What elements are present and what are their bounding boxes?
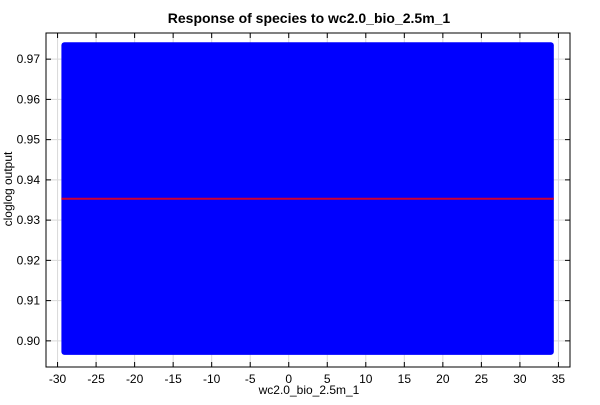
x-axis-label: wc2.0_bio_2.5m_1 xyxy=(258,383,360,397)
x-tick-label: -20 xyxy=(126,372,144,386)
chart-title: Response of species to wc2.0_bio_2.5m_1 xyxy=(168,10,451,26)
y-tick-label: 0.90 xyxy=(17,334,41,348)
y-axis-label: cloglog output xyxy=(1,151,15,226)
y-tick-label: 0.95 xyxy=(17,133,41,147)
y-tick-label: 0.94 xyxy=(17,173,41,187)
x-tick-label: -25 xyxy=(87,372,105,386)
y-tick-label: 0.97 xyxy=(17,52,41,66)
y-tick-label: 0.92 xyxy=(17,253,41,267)
x-tick-label: 20 xyxy=(436,372,450,386)
x-tick-label: -10 xyxy=(203,372,221,386)
ticks: -30 -25 -20 -15 -10 -5 0 5 10 15 20 25 30 35 0.90 0.91 0… xyxy=(17,33,570,386)
x-tick-label: -15 xyxy=(164,372,182,386)
plot-frame xyxy=(45,32,571,368)
x-tick-label: 35 xyxy=(552,372,566,386)
y-tick-label: 0.96 xyxy=(17,92,41,106)
y-tick-label: 0.93 xyxy=(17,213,41,227)
y-tick-label: 0.91 xyxy=(17,294,41,308)
x-tick-label: 25 xyxy=(475,372,489,386)
x-tick-label: -30 xyxy=(49,372,67,386)
x-tick-label: 30 xyxy=(513,372,527,386)
x-tick-label: 5 xyxy=(324,372,331,386)
x-tick-label: 10 xyxy=(359,372,373,386)
x-tick-label: -5 xyxy=(245,372,256,386)
x-tick-label: 0 xyxy=(285,372,292,386)
x-tick-label: 15 xyxy=(398,372,412,386)
